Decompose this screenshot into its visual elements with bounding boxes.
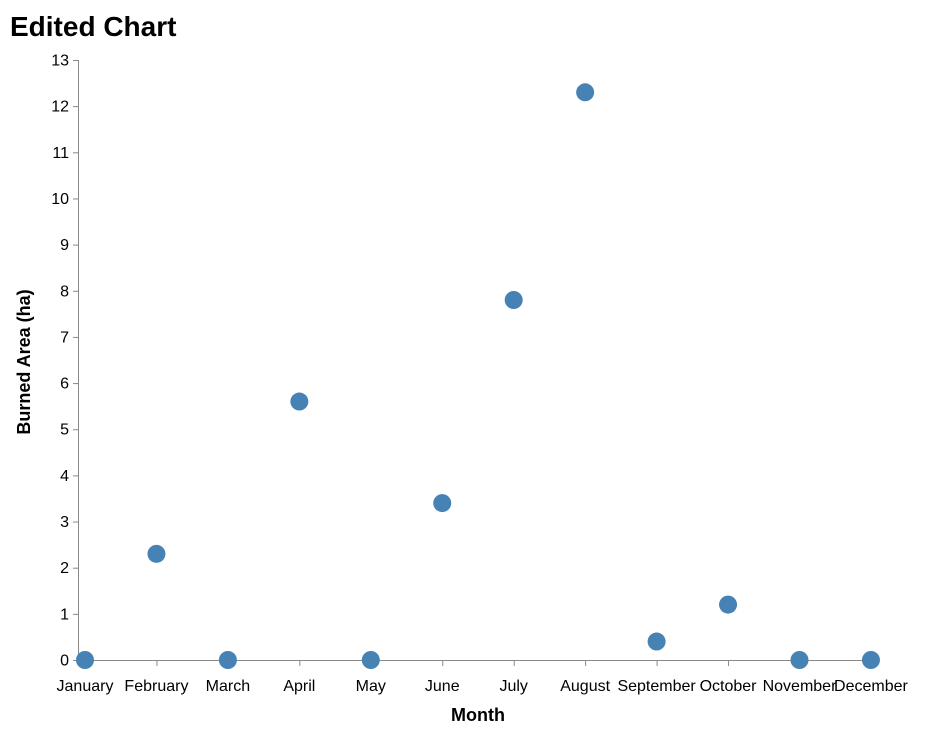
y-tick-label: 11: [52, 145, 69, 162]
y-tick-label: 7: [60, 329, 69, 346]
y-tick-label: 4: [60, 468, 69, 485]
data-point: [647, 632, 666, 651]
y-axis-title: Burned Area (ha): [14, 289, 34, 434]
data-points: [76, 83, 880, 669]
x-tick-label: May: [356, 678, 386, 695]
y-tick-label: 8: [60, 283, 69, 300]
y-tick-label: 9: [60, 237, 69, 254]
data-point: [218, 651, 237, 669]
x-tick-label: February: [124, 678, 188, 695]
y-tick-label: 5: [60, 422, 69, 439]
data-point: [76, 651, 94, 669]
y-tick-label: 10: [51, 191, 69, 208]
x-axis-title: Month: [451, 705, 505, 725]
data-point: [433, 494, 452, 513]
data-point: [790, 651, 809, 669]
x-tick-label: November: [763, 678, 837, 695]
data-point: [504, 291, 523, 309]
chart-title: Edited Chart: [10, 11, 176, 42]
x-tick-label: December: [834, 678, 908, 695]
x-axis: January February March April May June July Augu…: [57, 660, 909, 695]
x-tick-label: August: [560, 678, 610, 695]
x-tick-label: June: [425, 678, 460, 695]
x-tick-label: March: [206, 678, 250, 695]
y-tick-label: 2: [60, 560, 69, 577]
x-tick-label: April: [283, 678, 315, 695]
data-point: [861, 651, 880, 669]
y-tick-label: 3: [60, 514, 69, 531]
y-tick-label: 13: [51, 53, 69, 70]
y-tick-label: 12: [51, 99, 69, 116]
data-point: [147, 544, 166, 563]
data-point: [361, 651, 380, 669]
data-point: [576, 83, 595, 102]
x-tick-label: October: [700, 678, 758, 695]
x-tick-label: July: [499, 678, 527, 695]
y-tick-label: 0: [60, 653, 69, 670]
x-tick-label: September: [617, 678, 696, 695]
y-tick-label: 1: [60, 606, 69, 623]
data-point: [290, 392, 309, 411]
x-tick-label: January: [57, 678, 114, 695]
y-tick-label: 6: [60, 376, 69, 393]
data-point: [719, 595, 738, 614]
